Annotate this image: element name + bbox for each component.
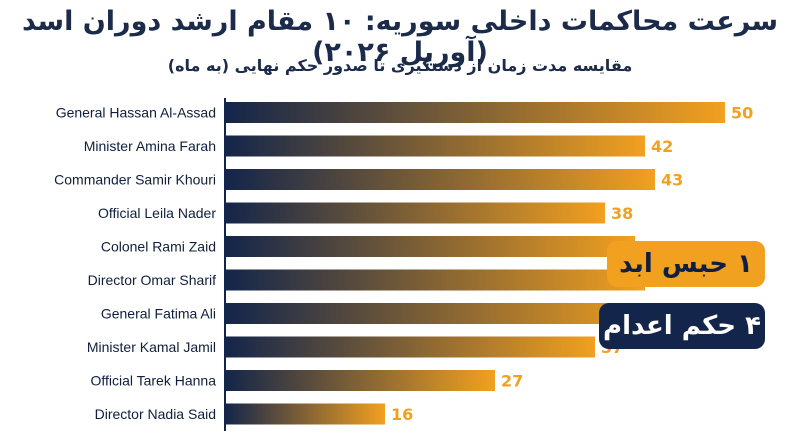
category-label: Minister Kamal Jamil xyxy=(87,339,216,355)
category-label: Director Nadia Said xyxy=(95,406,216,422)
death-sentence-badge: ۴ حکم اعدام xyxy=(599,303,765,349)
bar xyxy=(225,370,495,391)
chart-title: سرعت محاکمات داخلی سوریه: ۱۰ مقام ارشد د… xyxy=(21,6,779,68)
bar xyxy=(225,169,655,190)
bar xyxy=(225,102,725,123)
bar xyxy=(225,236,635,257)
value-label: 38 xyxy=(611,204,633,223)
category-label: General Hassan Al-Assad xyxy=(56,105,216,121)
category-label: Official Leila Nader xyxy=(98,205,216,221)
category-label: Minister Amina Farah xyxy=(84,138,216,154)
chart-subtitle: مقایسه مدت زمان از دستگیری تا صدور حکم ن… xyxy=(167,56,633,75)
category-label: General Fatima Ali xyxy=(101,306,216,322)
bar xyxy=(225,202,605,224)
category-label: Commander Samir Khouri xyxy=(54,172,216,188)
life-sentence-badge: ۱ حبس ابد xyxy=(607,241,765,287)
value-label: 27 xyxy=(501,372,523,391)
category-label: Colonel Rami Zaid xyxy=(101,239,216,255)
value-label: 42 xyxy=(651,137,673,156)
bar xyxy=(225,403,385,425)
value-label: 16 xyxy=(391,405,413,424)
bar xyxy=(225,336,595,358)
bar xyxy=(225,269,645,291)
category-label: Director Omar Sharif xyxy=(88,272,216,288)
bar xyxy=(225,303,655,324)
value-label: 50 xyxy=(731,104,753,123)
value-label: 43 xyxy=(661,171,683,190)
category-label: Official Tarek Hanna xyxy=(90,373,216,389)
bar xyxy=(225,135,645,157)
